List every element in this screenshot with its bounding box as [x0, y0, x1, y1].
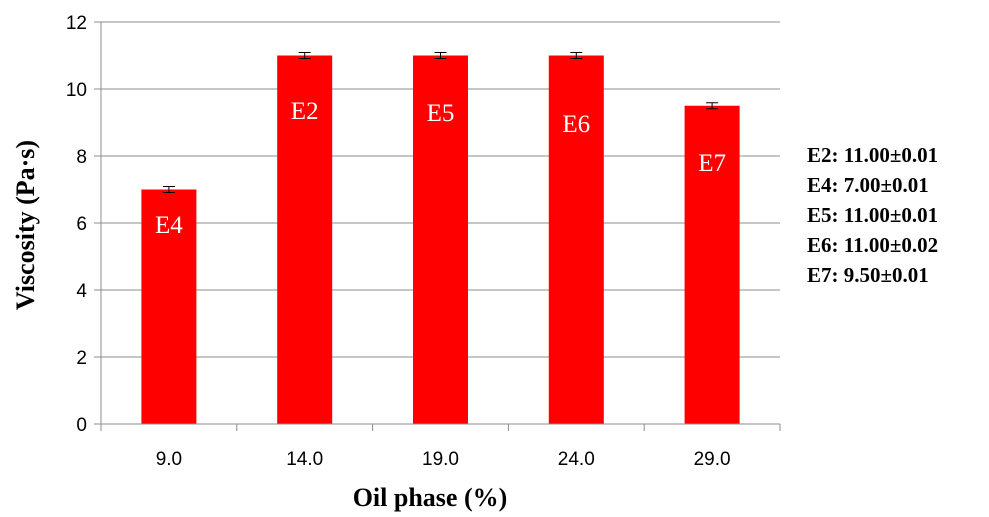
y-tick-label: 2 [76, 348, 87, 369]
axes [94, 21, 781, 431]
bar-label: E4 [155, 212, 183, 239]
y-tick-label: 8 [76, 147, 87, 168]
error-bar [570, 52, 583, 59]
x-tick-label: 9.0 [156, 449, 182, 470]
legend-entry: E7: 9.50±0.01 [807, 263, 929, 287]
y-axis-title: Viscosity (Pa·s) [11, 140, 40, 310]
x-tick-label: 14.0 [286, 449, 323, 470]
y-tick-label: 10 [66, 80, 87, 101]
bar [548, 55, 604, 424]
legend-entry: E5: 11.00±0.01 [807, 203, 938, 227]
bar-label: E2 [291, 98, 319, 125]
legend-entry: E4: 7.00±0.01 [807, 173, 929, 197]
y-tick-label: 0 [76, 415, 87, 436]
y-tick-label: 4 [76, 281, 87, 302]
bar [413, 55, 468, 424]
legend-entry: E6: 11.00±0.02 [807, 233, 938, 257]
bar [141, 189, 197, 424]
x-tick-label: 29.0 [694, 449, 731, 470]
bar [277, 55, 333, 424]
legend-entry: E2: 11.00±0.01 [807, 143, 938, 167]
bar [684, 105, 740, 424]
bars: E4 E2 E5 E6 E7 [141, 52, 740, 424]
y-tick-label: 6 [76, 214, 87, 235]
error-bar [706, 102, 719, 110]
x-axis-title: Oil phase (%) [353, 483, 508, 512]
x-tick-label: 24.0 [558, 449, 595, 470]
error-bar [162, 186, 175, 193]
bar-label: E6 [562, 111, 590, 138]
y-tick-label: 12 [66, 13, 87, 34]
tick-labels: 0 2 4 6 8 10 12 9.0 14.0 19.0 24.0 29.0 [66, 13, 731, 470]
x-tick-label: 19.0 [422, 449, 459, 470]
value-legend: E2: 11.00±0.01 E4: 7.00±0.01 E5: 11.00±0.0… [807, 143, 938, 287]
error-bar [298, 52, 311, 59]
bar-label: E7 [698, 150, 726, 177]
bar-label: E5 [427, 100, 455, 127]
error-bar [434, 52, 447, 59]
